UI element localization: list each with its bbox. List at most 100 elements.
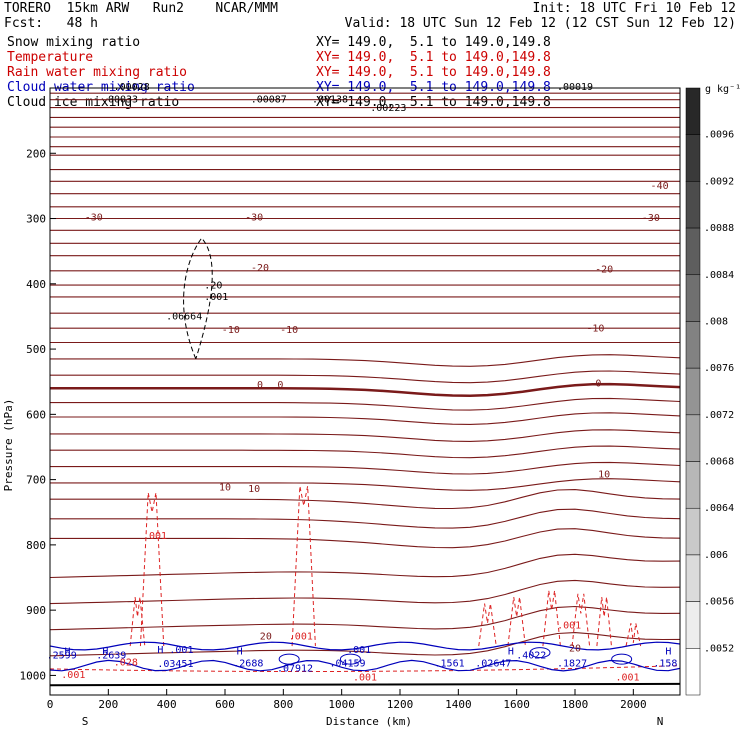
colorbar-swatch [685,461,701,509]
rain-contour [478,603,497,647]
colorbar-swatch [685,367,701,416]
cloud-water-label: .1827 [557,658,587,669]
colorbar-swatch [685,507,701,556]
temperature-label: 10 [598,470,610,481]
cloud-water-label: .001 [347,645,371,656]
colorbar-tick-label: .0088 [704,223,734,234]
cloud-water-label: .4022 [516,650,546,661]
x-tick-label: 0 [47,698,54,711]
temperature-label: 10 [219,483,231,494]
rain-contour [139,492,165,647]
y-tick-label: 700 [26,474,46,487]
x-tick-label: 1200 [387,698,414,711]
rain-contour [571,593,591,647]
colorbar-tick-label: .0068 [704,457,734,468]
isotherm-line [49,632,681,657]
temperature-label: 0 [257,380,263,391]
init-time: Init: 18 UTC Fri 10 Feb 12 [532,1,737,16]
temperature-label: 0 [595,378,601,389]
plot-frame [49,87,681,696]
colorbar: .0096 .0092 .0088 .0084 .008 .0076 .0072 .0068.… [685,87,734,696]
rain-label: .001 [143,531,167,542]
colorbar-tick-label: .008 [704,316,728,327]
cloud-water-label: .158 [653,658,677,669]
isotherm-line [50,397,681,411]
x-tick-label: 1800 [562,698,589,711]
field-xy-snow: XY= 149.0, 5.1 to 149.0,149.8 [316,35,551,50]
terrain-line [49,682,681,687]
snow-label: .00138 [312,94,348,105]
cloud-water-label: .03451 [157,659,193,670]
cloud-ice-contours [183,237,213,360]
isotherm-line [50,370,681,384]
field-name-snow: Snow mixing ratio [7,35,141,50]
colorbar-tick-label: .0096 [704,130,734,141]
cloud-water-label: .2688 [233,658,263,669]
rain-contour [291,486,316,647]
snow-label: .00087 [251,94,287,105]
temperature-label: -10 [586,323,604,334]
cloud-water-closed-contour [611,653,633,665]
isotherm-line [50,445,681,459]
x-tick-label: 1600 [503,698,530,711]
snow-label: .00033 [102,94,138,105]
rain-label: .001 [353,673,377,684]
snow-label: .00223 [370,103,406,114]
cloud-water-label: H [508,647,514,658]
cloud-ice-contour [183,237,213,360]
colorbar-tick-label: .0072 [704,410,734,421]
colorbar-tick-label: .0076 [704,363,734,374]
cloud-water-closed-contour [529,647,551,659]
temperature-label: -40 [651,181,669,192]
rain-label: .028 [114,658,138,669]
isotherm-line [50,508,681,529]
field-xy-temperature: XY= 149.0, 5.1 to 149.0,149.8 [316,50,551,65]
y-tick-label: 600 [26,408,46,421]
colorbar-swatch [685,227,701,276]
temperature-contours [49,92,681,657]
rain-label: .001 [61,670,85,681]
terrain-surface [49,682,681,687]
colorbar-swatch [685,648,701,696]
rain-contour [49,665,681,672]
field-xy-cloud-ice: XY= 149.0, 5.1 to 149.0,149.8 [316,95,551,110]
y-tick-label: 400 [26,278,46,291]
temperature-label: 10 [248,484,260,495]
x-endpoint-north: N [657,715,664,728]
x-tick-label: 600 [215,698,235,711]
x-tick-label: 2000 [620,698,647,711]
cloud-water-label: .07912 [277,664,313,675]
temperature-label: 20 [260,632,272,643]
cloud-ice-label: .20 [204,280,222,291]
colorbar-swatch [685,601,701,649]
x-tick-label: 1000 [328,698,355,711]
colorbar-swatch [685,134,701,182]
y-tick-label: 500 [26,343,46,356]
cloud-ice-label: .06664 [166,312,202,323]
isotherm-line [50,354,681,367]
x-axis-label: Distance (km) [326,715,412,728]
temperature-label: 20 [569,643,581,654]
valid-time: Valid: 18 UTC Sun 12 Feb 12 (12 CST Sun … [344,16,736,31]
cloud-water-label: .02647 [475,658,511,669]
colorbar-swatch [685,321,701,369]
field-name-rain: Rain water mixing ratio [7,65,188,80]
cloud-water-label: H [237,647,243,658]
isotherm-line [50,429,681,442]
axes: 0 200 400 600 800 1000 1200 1400 1600 1800 2000200… [20,147,647,711]
colorbar-tick-label: .0092 [704,176,734,187]
cloud-water-label: .04159 [329,658,365,669]
isotherm-line [50,461,681,475]
y-tick-label: 200 [26,147,46,160]
y-tick-label: 900 [26,604,46,617]
isotherm-line [49,553,681,579]
temperature-label: -20 [251,263,269,274]
rain-label: .001 [289,632,313,643]
temperature-label: -30 [642,213,660,224]
forecast-hour: Fcst: 48 h [4,16,98,31]
colorbar-tick-label: .0056 [704,597,734,608]
cloud-water-label: H [102,647,108,658]
y-tick-label: 800 [26,539,46,552]
colorbar-unit: g kg⁻¹ [705,84,740,95]
cloud-water-label: .2599 [47,650,77,661]
